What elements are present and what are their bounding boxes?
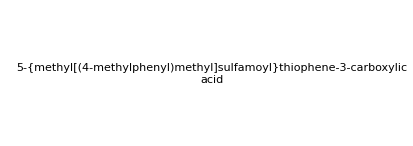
Text: 5-{methyl[(4-methylphenyl)methyl]sulfamoyl}thiophene-3-carboxylic acid: 5-{methyl[(4-methylphenyl)methyl]sulfamo… <box>16 63 407 85</box>
